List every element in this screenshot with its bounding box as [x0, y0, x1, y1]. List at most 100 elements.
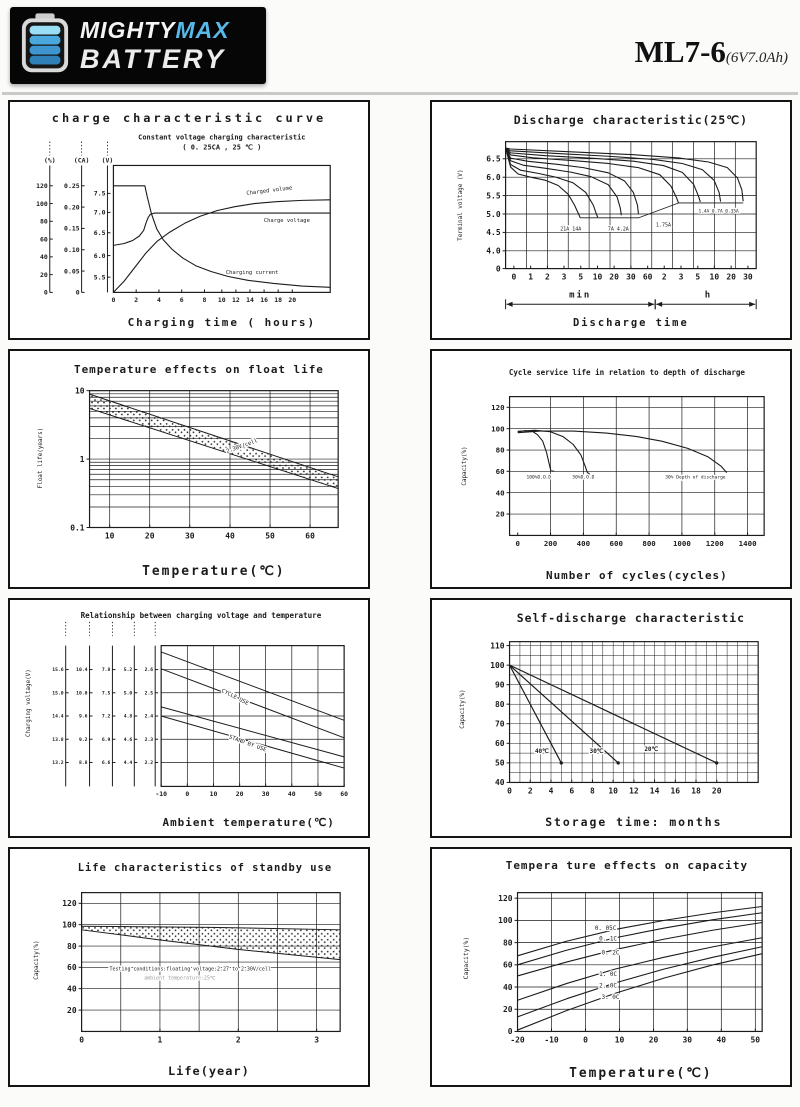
svg-text:Capacity(%): Capacity(%) — [462, 937, 470, 980]
svg-text:1.4A 0.7A 0.35A: 1.4A 0.7A 0.35A — [698, 209, 739, 215]
svg-text:80: 80 — [503, 938, 513, 947]
svg-text:14: 14 — [246, 296, 254, 304]
svg-text:2.4: 2.4 — [145, 714, 154, 720]
svg-text:2: 2 — [134, 296, 138, 304]
brand-line-1: MIGHTYMAX — [80, 16, 230, 43]
svg-text:20: 20 — [145, 531, 155, 540]
svg-text:0.20: 0.20 — [64, 203, 80, 211]
svg-text:20: 20 — [67, 1006, 77, 1015]
svg-text:20℃: 20℃ — [644, 746, 658, 753]
svg-text:6.5: 6.5 — [94, 229, 106, 237]
svg-text:Testing conditions:floating vo: Testing conditions:floating voltage:2.27… — [110, 966, 271, 972]
svg-text:14.4: 14.4 — [52, 714, 64, 720]
svg-text:10: 10 — [608, 786, 618, 795]
svg-text:Temperature effects on float l: Temperature effects on float life — [74, 363, 324, 376]
svg-text:50: 50 — [314, 790, 322, 798]
svg-text:Number of cycles(cycles): Number of cycles(cycles) — [546, 569, 728, 582]
svg-text:20: 20 — [649, 1035, 659, 1044]
svg-text:90: 90 — [495, 681, 505, 690]
svg-text:0.15: 0.15 — [64, 225, 80, 233]
svg-text:80: 80 — [496, 446, 505, 455]
svg-text:Float life(years): Float life(years) — [37, 428, 44, 489]
panel-life-characteristics-standby: 120 100 80 60 40 20 0 1 2 3 Life characteristics o… — [8, 847, 370, 1087]
svg-text:Charge voltage: Charge voltage — [264, 218, 310, 224]
standby-life-chart: 120 100 80 60 40 20 0 1 2 3 Life characteristics o… — [33, 862, 341, 1078]
svg-text:40: 40 — [503, 983, 513, 992]
svg-text:30℃: 30℃ — [590, 748, 604, 755]
svg-text:2: 2 — [545, 273, 550, 282]
svg-text:3: 3 — [562, 273, 567, 282]
svg-text:120: 120 — [62, 899, 77, 908]
svg-text:5.5: 5.5 — [486, 191, 501, 200]
svg-text:10: 10 — [75, 386, 85, 395]
svg-text:(%): (%) — [44, 156, 56, 164]
svg-text:60: 60 — [305, 531, 315, 540]
svg-text:3: 3 — [314, 1035, 319, 1044]
svg-text:80: 80 — [67, 942, 77, 951]
svg-text:12: 12 — [232, 296, 240, 304]
svg-text:60: 60 — [495, 739, 505, 748]
svg-text:18: 18 — [274, 296, 282, 304]
svg-text:0: 0 — [508, 1027, 513, 1036]
svg-text:4.5: 4.5 — [486, 228, 501, 237]
svg-text:10: 10 — [210, 790, 218, 798]
svg-text:9.6: 9.6 — [79, 714, 88, 720]
svg-text:40: 40 — [67, 984, 77, 993]
svg-text:-10: -10 — [544, 1035, 559, 1044]
svg-text:0: 0 — [496, 264, 501, 273]
svg-text:800: 800 — [642, 539, 656, 548]
svg-text:30% Depth of discharge: 30% Depth of discharge — [665, 475, 726, 481]
svg-text:h: h — [705, 290, 710, 300]
svg-text:100: 100 — [498, 916, 513, 925]
svg-text:20: 20 — [609, 273, 619, 282]
brand-wordmark: MIGHTYMAX BATTERY — [80, 17, 230, 75]
charge-characteristic-chart: (%)120100806040200(CA)0.250.200.150.100.… — [36, 111, 331, 329]
svg-text:1200: 1200 — [706, 539, 724, 548]
svg-text:1.75A: 1.75A — [656, 223, 671, 229]
svg-text:70: 70 — [495, 720, 505, 729]
svg-text:Temperature(℃): Temperature(℃) — [569, 1066, 712, 1081]
svg-text:120: 120 — [491, 403, 505, 412]
svg-text:60: 60 — [67, 963, 77, 972]
svg-text:30: 30 — [185, 531, 195, 540]
svg-text:6.0: 6.0 — [486, 173, 501, 182]
svg-text:5.0: 5.0 — [124, 690, 133, 696]
svg-text:40: 40 — [496, 488, 505, 497]
brand-line-2: BATTERY — [80, 43, 227, 74]
svg-text:0: 0 — [79, 1035, 84, 1044]
header-divider — [2, 92, 798, 95]
svg-text:1000: 1000 — [673, 539, 691, 548]
svg-text:4: 4 — [549, 786, 554, 795]
svg-text:6: 6 — [569, 786, 574, 795]
svg-text:30: 30 — [743, 273, 753, 282]
svg-text:Charged volume: Charged volume — [246, 185, 292, 197]
svg-text:40℃: 40℃ — [535, 748, 549, 755]
svg-text:6.6: 6.6 — [102, 760, 111, 766]
svg-text:100%D.O.D: 100%D.O.D — [527, 475, 552, 481]
svg-text:Self-discharge characteristic: Self-discharge characteristic — [517, 611, 745, 625]
panel-cycle-service-life: 120 100 80 60 40 20 0 200 400 600 800 1000 1200 1400 C… — [430, 349, 792, 589]
svg-text:7.8: 7.8 — [102, 667, 111, 673]
svg-text:15.0: 15.0 — [52, 690, 64, 696]
charts-grid: (%) 120 100 80 60 40 20 0 (CA) 0.25 0.20 0.15 0.10 0.… — [0, 95, 800, 1097]
svg-text:50%D.O.D: 50%D.O.D — [572, 475, 594, 481]
svg-text:2.2: 2.2 — [145, 760, 154, 766]
svg-text:min: min — [569, 289, 591, 300]
svg-text:0: 0 — [76, 289, 80, 297]
charging-voltage-temperature-chart: 15.6 15.0 14.4 13.8 13.2 10.4 10.0 9.6 9.2 8.8 7.8… — [25, 611, 348, 829]
svg-text:Charging voltage(V): Charging voltage(V) — [25, 669, 32, 737]
svg-text:20: 20 — [503, 1005, 513, 1014]
panel-temperature-effects-float-life: 10 1 0.1 10 20 30 40 50 60 Temperature effects on… — [8, 349, 370, 589]
svg-text:3: 3 — [679, 273, 684, 282]
svg-text:13.8: 13.8 — [52, 737, 64, 743]
svg-text:Relationship between charging: Relationship between charging voltage an… — [81, 611, 322, 620]
svg-text:6: 6 — [180, 296, 184, 304]
svg-text:charge characteristic curve: charge characteristic curve — [52, 111, 326, 125]
svg-text:2. 0C: 2. 0C — [599, 983, 617, 990]
svg-text:Tempera ture effects on capaci: Tempera ture effects on capacity — [506, 859, 748, 872]
svg-text:60: 60 — [496, 467, 505, 476]
svg-text:Terminal voltage (V): Terminal voltage (V) — [457, 169, 464, 240]
svg-text:7.2: 7.2 — [102, 714, 111, 720]
